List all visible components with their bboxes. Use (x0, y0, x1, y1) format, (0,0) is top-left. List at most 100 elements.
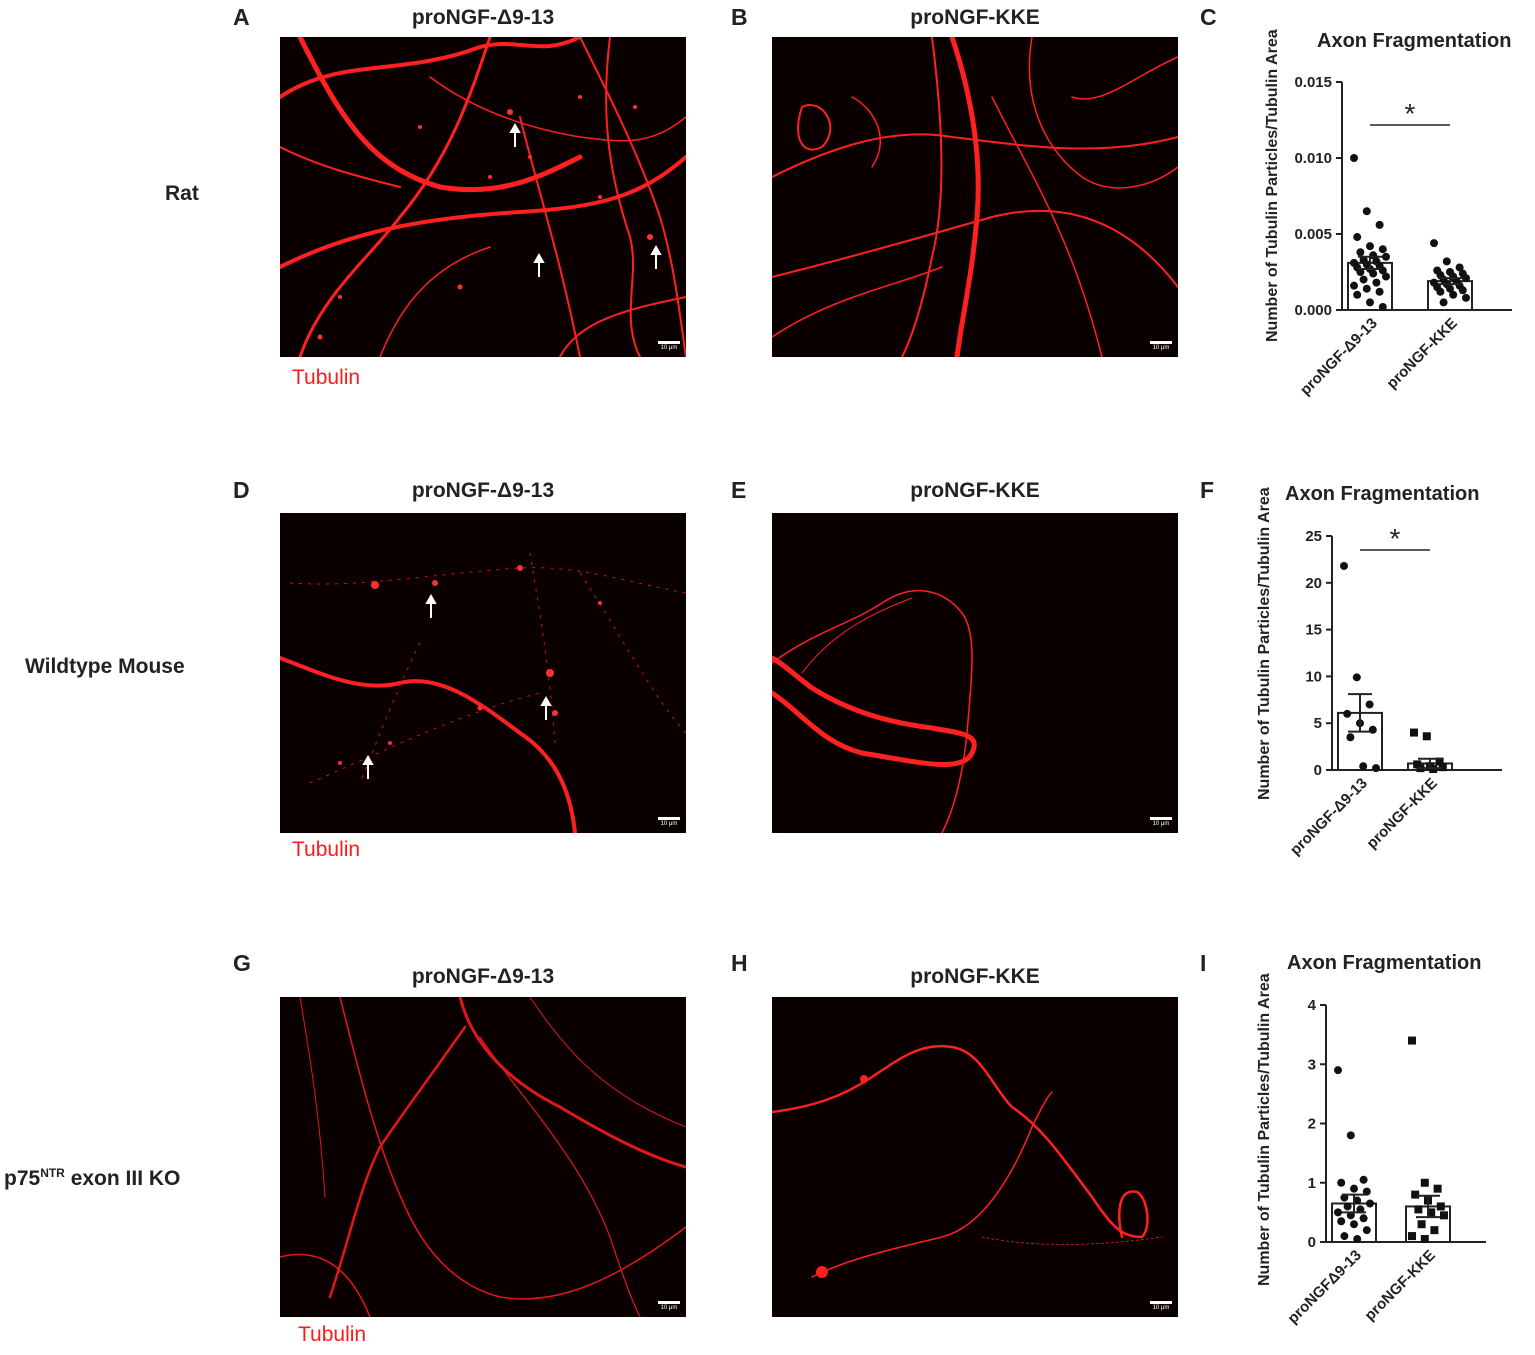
image-title-g: proNGF-Δ9-13 (411, 965, 555, 988)
chart-title-i: Axon Fragmentation (1287, 952, 1482, 974)
data-point (1372, 764, 1380, 773)
scale-bar-label-h: 10 μm (1152, 1305, 1170, 1311)
data-point (1369, 269, 1378, 278)
x-tick-label: proNGF-KKE (1383, 315, 1460, 392)
data-point (1411, 1190, 1420, 1199)
data-point (1449, 290, 1458, 299)
data-point (1366, 298, 1374, 307)
panel-letter-c: C (1200, 4, 1217, 30)
chart-title-c: Axon Fragmentation (1317, 30, 1512, 52)
data-point (1440, 1211, 1448, 1220)
data-point (1340, 1232, 1349, 1241)
scale-bar-d: 10 μm (658, 817, 680, 827)
y-tick-label: 3 (1308, 1056, 1316, 1073)
scale-bar-label-a: 10 μm (660, 345, 678, 351)
x-tick-label: proNGFΔ9-13 (1284, 1247, 1364, 1327)
data-point (1359, 1214, 1368, 1223)
panel-letter-a: A (233, 4, 250, 30)
data-point (1422, 732, 1431, 741)
data-point (1340, 561, 1348, 570)
data-point (1350, 1184, 1358, 1193)
image-title-e: proNGF-KKE (910, 479, 1040, 502)
ko-prefix: p75 (4, 1167, 41, 1190)
data-point (1334, 1066, 1342, 1075)
data-point (1430, 239, 1438, 248)
panel-letter-b: B (731, 4, 748, 30)
row-label-wildtype-mouse: Wildtype Mouse (25, 655, 185, 678)
data-point (1353, 1196, 1362, 1205)
data-point (1420, 1235, 1429, 1244)
y-tick-label: 4 (1308, 997, 1317, 1014)
data-point (1362, 1226, 1371, 1235)
y-tick-label: 0 (1314, 762, 1322, 779)
data-point (1350, 1220, 1358, 1229)
row-label-rat: Rat (165, 182, 199, 205)
data-point (1408, 1232, 1416, 1241)
data-point (1378, 245, 1387, 254)
data-point (1372, 278, 1381, 287)
data-point (1353, 233, 1362, 242)
micrograph-e: 10 μm (772, 513, 1178, 833)
y-tick-label: 10 (1305, 668, 1322, 685)
data-point (1435, 757, 1444, 766)
data-point (1346, 733, 1355, 742)
micrograph-h: 10 μm (772, 997, 1178, 1317)
data-point (1446, 284, 1454, 293)
row-label-p75-ko: p75NTR exon III KO (4, 1166, 180, 1191)
tubulin-label-row2: Tubulin (292, 838, 361, 861)
x-tick-label: proNGF-KKE (1363, 775, 1440, 852)
data-point (1382, 252, 1390, 261)
image-title-a: proNGF-Δ9-13 (411, 6, 555, 29)
scale-bar-label-b: 10 μm (1152, 345, 1170, 351)
data-point (1343, 1202, 1352, 1211)
y-tick-label: 0.015 (1294, 74, 1332, 91)
panel-letter-d: D (233, 477, 250, 503)
data-point (1334, 1208, 1342, 1217)
data-point (1378, 302, 1387, 311)
data-point (1352, 673, 1361, 682)
y-tick-label: 2 (1308, 1116, 1316, 1133)
data-point (1410, 728, 1418, 737)
data-point (1366, 242, 1374, 251)
scale-bar-e: 10 μm (1150, 817, 1172, 827)
data-point (1458, 286, 1467, 295)
y-tick-label: 20 (1305, 575, 1322, 592)
micrograph-a: 10 μm (280, 37, 686, 357)
data-point (1430, 1226, 1439, 1235)
data-point (1439, 298, 1448, 307)
x-tick-label: proNGF-KKE (1361, 1247, 1438, 1324)
tubulin-label-row1: Tubulin (292, 366, 361, 389)
significance-marker: * (1390, 523, 1401, 554)
scale-bar-b: 10 μm (1150, 341, 1172, 351)
data-point (1362, 284, 1371, 293)
data-point (1375, 287, 1384, 296)
data-point (1433, 1184, 1442, 1193)
data-point (1356, 268, 1365, 276)
tubulin-label-row3: Tubulin (298, 1323, 367, 1346)
y-tick-label: 15 (1305, 622, 1322, 639)
data-point (1362, 207, 1371, 216)
data-point (1365, 700, 1374, 709)
data-point (1337, 1217, 1346, 1226)
panel-letter-g: G (233, 950, 251, 976)
image-title-d: proNGF-Δ9-13 (411, 479, 555, 502)
panel-letter-i: I (1200, 950, 1207, 976)
data-point (1366, 1199, 1374, 1208)
y-tick-label: 0.005 (1294, 226, 1332, 243)
ko-superscript: NTR (40, 1166, 65, 1180)
data-point (1455, 263, 1464, 272)
x-tick-label: proNGF-Δ9-13 (1297, 315, 1381, 399)
image-title-h: proNGF-KKE (910, 965, 1040, 988)
data-point (1356, 248, 1365, 257)
data-point (1346, 1131, 1355, 1140)
data-point (1359, 275, 1368, 284)
scale-bar-h: 10 μm (1150, 1301, 1172, 1311)
y-tick-label: 1 (1308, 1175, 1316, 1192)
image-title-b: proNGF-KKE (910, 6, 1040, 29)
y-tick-label: 0.010 (1294, 150, 1332, 167)
micrograph-b: 10 μm (772, 37, 1178, 357)
data-point (1337, 1178, 1346, 1187)
data-point (1462, 274, 1470, 283)
